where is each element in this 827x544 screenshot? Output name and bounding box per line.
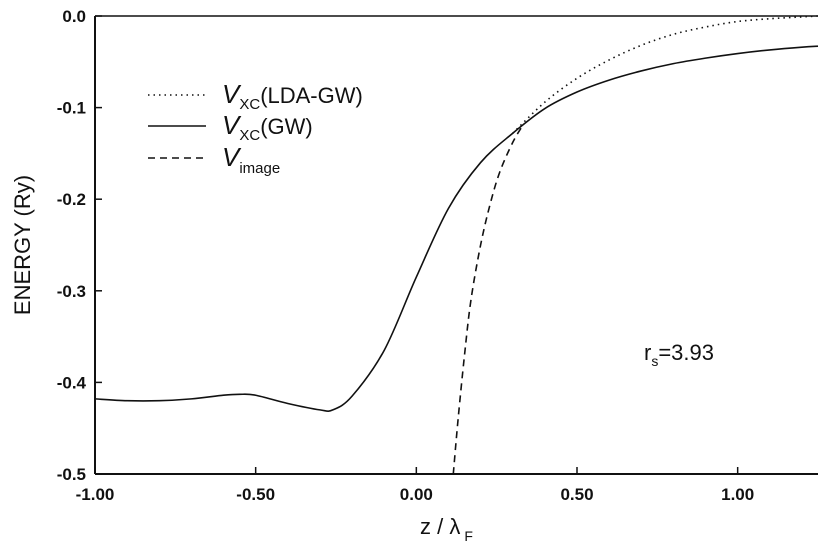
legend: VXC(LDA-GW) VXC(GW) Vimage — [148, 79, 363, 177]
legend-label-gw: VXC(GW) — [222, 110, 313, 144]
y-tick-label: -0.4 — [57, 373, 87, 392]
plot-frame — [94, 15, 818, 475]
series-line-vxc-lda-gw — [512, 15, 819, 134]
legend-label-image: Vimage — [222, 142, 280, 177]
y-tick-label: -0.3 — [57, 282, 86, 301]
series-layer — [94, 15, 819, 475]
series-line-v-image — [452, 125, 524, 475]
rs-annotation: rs=3.93 — [644, 340, 714, 369]
x-tick-label: -1.00 — [76, 485, 115, 504]
x-tick-label: 0.50 — [560, 485, 593, 504]
y-tick-label: -0.2 — [57, 190, 86, 209]
y-tick-label: -0.5 — [57, 465, 86, 484]
axis-ticks: -1.00 -0.50 0.00 0.50 1.00 0.0 -0.1 -0.2 -0.3 -0.… — [57, 7, 755, 504]
y-tick-label: 0.0 — [62, 7, 86, 26]
series-line-vxc-gw — [94, 45, 819, 412]
x-tick-label: 1.00 — [721, 485, 754, 504]
legend-label-lda: VXC(LDA-GW) — [222, 79, 363, 113]
x-tick-label: 0.00 — [400, 485, 433, 504]
x-tick-label: -0.50 — [236, 485, 275, 504]
y-axis-title: ENERGY (Ry) — [10, 175, 35, 315]
y-tick-label: -0.1 — [57, 99, 86, 118]
